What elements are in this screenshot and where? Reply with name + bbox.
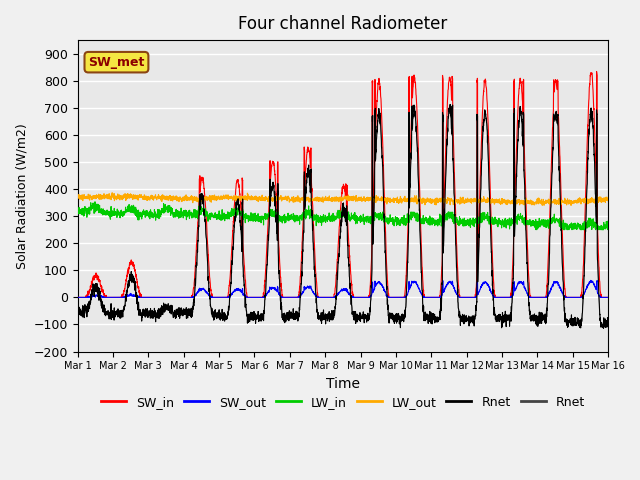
Y-axis label: Solar Radiation (W/m2): Solar Radiation (W/m2)	[15, 123, 28, 269]
Line: SW_in: SW_in	[77, 72, 608, 298]
LW_out	[277, 197, 285, 203]
LW_out	[594, 200, 602, 205]
LW_out	[134, 193, 142, 199]
SW_in	[277, 284, 285, 289]
Line: LW_out: LW_out	[77, 193, 608, 205]
SW_in	[166, 295, 173, 300]
SW_in	[74, 295, 81, 300]
Rnet	[604, 315, 612, 321]
LW_out	[166, 194, 173, 200]
SW_out	[74, 295, 81, 300]
Line: LW_in: LW_in	[77, 202, 608, 229]
SW_in	[593, 69, 600, 74]
LW_in	[277, 216, 285, 221]
LW_in	[537, 218, 545, 224]
LW_in	[300, 211, 308, 217]
Rnet	[446, 101, 454, 107]
SW_in	[604, 295, 612, 300]
Text: SW_met: SW_met	[88, 56, 145, 69]
Rnet	[74, 310, 81, 315]
Line: Rnet: Rnet	[77, 104, 608, 328]
Rnet	[277, 307, 285, 312]
SW_out	[134, 295, 142, 300]
SW_in	[300, 147, 308, 153]
Rnet	[594, 262, 602, 267]
LW_in	[134, 211, 142, 216]
Title: Four channel Radiometer: Four channel Radiometer	[238, 15, 447, 33]
Rnet	[134, 302, 142, 308]
LW_in	[604, 219, 612, 225]
SW_out	[166, 295, 173, 300]
Rnet	[446, 104, 454, 109]
SW_in	[594, 232, 602, 238]
SW_out	[587, 277, 595, 283]
LW_out	[604, 197, 612, 203]
Rnet	[166, 303, 173, 309]
LW_out	[537, 200, 545, 206]
LW_out	[74, 194, 81, 200]
Line: Rnet: Rnet	[77, 107, 608, 328]
SW_out	[594, 291, 602, 297]
LW_out	[538, 203, 546, 208]
SW_out	[537, 295, 545, 300]
Rnet	[600, 325, 607, 331]
LW_in	[166, 209, 173, 215]
Rnet	[537, 313, 545, 319]
SW_out	[300, 285, 308, 290]
SW_out	[277, 294, 285, 300]
SW_out	[604, 295, 612, 300]
Rnet	[300, 173, 308, 179]
Rnet	[277, 307, 285, 312]
Rnet	[300, 174, 308, 180]
Rnet	[600, 325, 607, 331]
Rnet	[134, 302, 142, 308]
Line: SW_out: SW_out	[77, 280, 608, 298]
SW_in	[537, 295, 545, 300]
Legend: SW_in, SW_out, LW_in, LW_out, Rnet, Rnet: SW_in, SW_out, LW_in, LW_out, Rnet, Rnet	[96, 391, 590, 414]
SW_in	[134, 284, 142, 289]
LW_in	[533, 227, 541, 232]
Rnet	[166, 303, 173, 309]
X-axis label: Time: Time	[326, 377, 360, 391]
LW_in	[91, 199, 99, 204]
LW_out	[108, 190, 116, 196]
LW_out	[300, 196, 308, 202]
LW_in	[594, 227, 602, 232]
Rnet	[594, 262, 602, 268]
Rnet	[537, 312, 545, 318]
LW_in	[74, 210, 81, 216]
Rnet	[604, 316, 612, 322]
Rnet	[74, 310, 81, 315]
